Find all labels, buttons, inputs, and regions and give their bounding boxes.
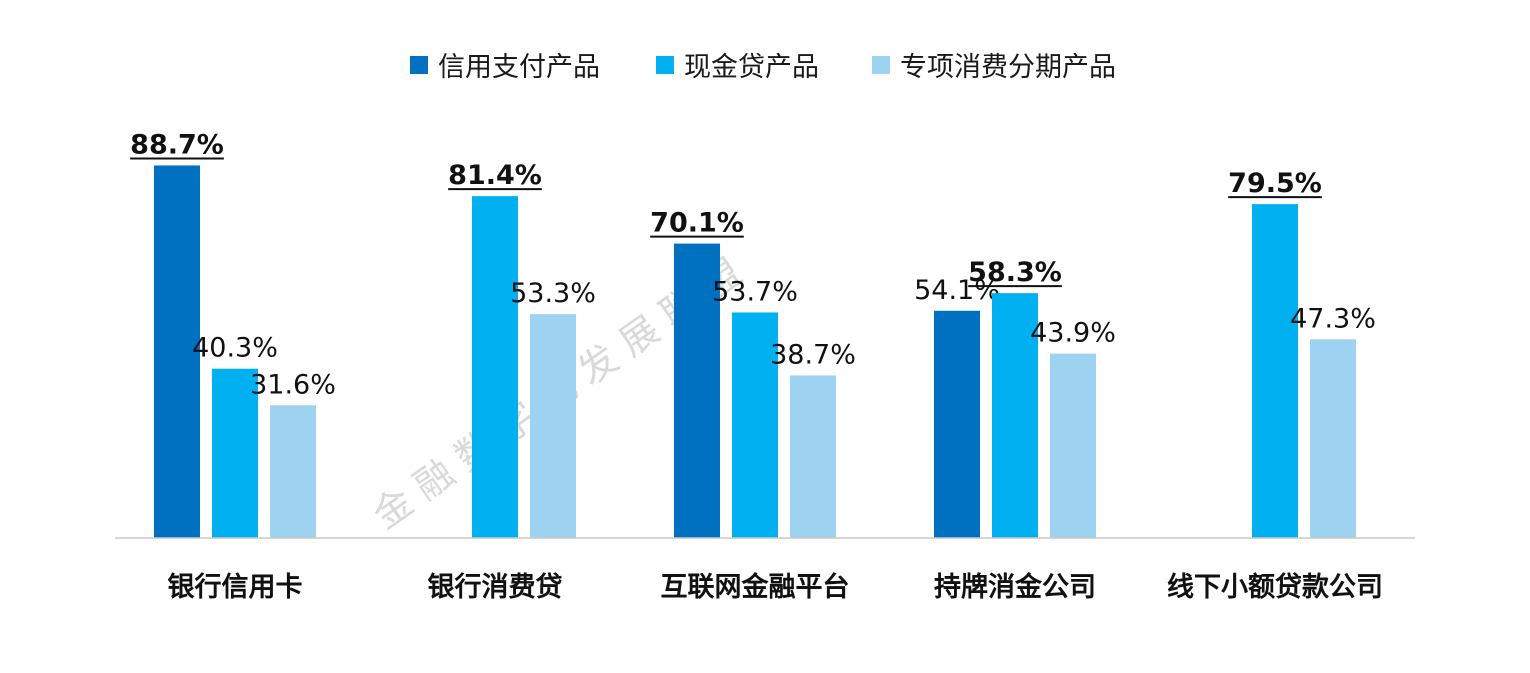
bars: 88.7% 40.3% 31.6% 81.4% 53.3% 70.1% 53.7% 38.7%…	[130, 129, 1376, 538]
bar	[270, 405, 316, 538]
data-label: 54.1%	[914, 275, 1000, 306]
legend-swatch	[410, 56, 428, 74]
bar	[674, 243, 720, 538]
x-tick-label: 互联网金融平台	[661, 571, 850, 603]
data-label: 88.7%	[130, 129, 224, 160]
x-tick-label: 线下小额贷款公司	[1167, 572, 1383, 603]
x-tick-label: 持牌消金公司	[934, 571, 1096, 603]
legend: 信用支付产品 现金贷产品 专项消费分期产品	[410, 52, 1116, 83]
data-label: 31.6%	[250, 369, 336, 400]
bar	[472, 196, 518, 538]
data-label: 58.3%	[968, 257, 1062, 288]
data-label: 43.9%	[1030, 318, 1116, 349]
legend-label: 信用支付产品	[438, 52, 600, 83]
data-label: 47.3%	[1290, 303, 1376, 334]
bar	[1310, 339, 1356, 538]
data-label: 79.5%	[1228, 168, 1322, 199]
bar	[530, 314, 576, 538]
bar	[154, 165, 200, 538]
bar	[992, 293, 1038, 538]
legend-label: 专项消费分期产品	[900, 52, 1116, 83]
x-tick-label: 银行信用卡	[168, 571, 303, 603]
legend-swatch	[656, 56, 674, 74]
bar	[1252, 204, 1298, 538]
legend-label: 现金贷产品	[684, 52, 819, 83]
bar	[1050, 353, 1096, 538]
bar	[934, 310, 980, 538]
data-label: 53.7%	[712, 276, 798, 307]
data-label: 38.7%	[770, 339, 856, 370]
data-label: 81.4%	[448, 160, 542, 191]
x-axis-labels: 银行信用卡 银行消费贷 互联网金融平台 持牌消金公司 线下小额贷款公司	[168, 571, 1384, 603]
legend-swatch	[872, 56, 890, 74]
data-label: 53.3%	[510, 278, 596, 309]
x-tick-label: 银行消费贷	[428, 571, 563, 603]
data-label: 70.1%	[650, 208, 744, 239]
bar	[732, 312, 778, 538]
bar	[790, 375, 836, 538]
bar	[212, 368, 258, 538]
data-label: 40.3%	[192, 333, 278, 364]
